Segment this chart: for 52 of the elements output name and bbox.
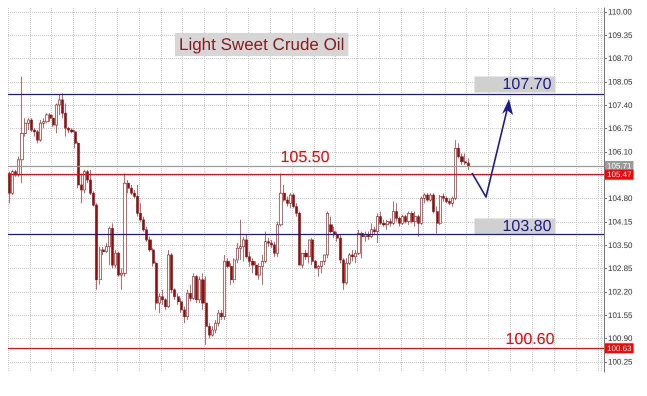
y-tick-label: 107.40 xyxy=(608,100,634,110)
y-tick-label: 102.85 xyxy=(608,264,634,274)
candlestick xyxy=(8,171,11,204)
candlestick xyxy=(351,250,354,262)
candlestick xyxy=(111,223,114,269)
candlestick xyxy=(311,238,314,266)
candlestick xyxy=(376,213,379,244)
ref-line-label: 105.71 xyxy=(607,161,632,170)
candlestick xyxy=(108,226,111,266)
ref-line-label: 105.47 xyxy=(607,170,632,180)
candlestick xyxy=(205,276,208,346)
candlestick xyxy=(426,192,429,202)
y-tick-label: 104.15 xyxy=(608,217,634,226)
candlestick xyxy=(361,231,364,259)
candlestick xyxy=(195,274,198,304)
candlestick xyxy=(186,289,189,320)
candlestick xyxy=(20,76,24,184)
candlestick xyxy=(30,118,33,132)
candlestick xyxy=(223,254,226,320)
candlestick xyxy=(39,120,42,142)
text: Light Sweet Crude Oil xyxy=(179,35,344,54)
candlestick xyxy=(386,219,389,230)
annotation: 103.80 xyxy=(502,218,552,236)
candlestick xyxy=(411,211,414,224)
y-tick-label: 108.70 xyxy=(608,54,634,64)
y-tick-label: 110.00 xyxy=(608,7,632,16)
candlestick xyxy=(289,192,292,209)
candlestick xyxy=(239,219,242,260)
annotation: 105.50 xyxy=(280,148,330,166)
candlestick xyxy=(192,272,195,300)
candlestick xyxy=(308,240,311,264)
y-tick-label: 103.50 xyxy=(608,240,634,250)
candlestick xyxy=(445,196,448,204)
y-tick-label: 109.35 xyxy=(608,30,634,40)
y-tick-label: 108.05 xyxy=(608,77,634,86)
ref-line-label: 100.63 xyxy=(607,344,632,353)
annotation: 107.70 xyxy=(502,76,552,94)
y-tick-label: 100.25 xyxy=(608,357,634,366)
candlestick xyxy=(255,261,258,276)
annotation: 100.60 xyxy=(506,330,555,348)
candlestick xyxy=(392,201,395,226)
y-tick-label: 106.75 xyxy=(608,124,634,134)
candlestick xyxy=(404,214,407,224)
candlestick xyxy=(167,250,170,308)
y-tick-label: 101.55 xyxy=(608,310,634,320)
y-tick-label: 102.20 xyxy=(608,287,634,296)
candlestick xyxy=(401,214,404,226)
y-tick-label: 100.90 xyxy=(608,334,634,344)
candlestick xyxy=(448,198,451,206)
y-tick-label: 106.10 xyxy=(608,147,634,156)
candlestick xyxy=(407,211,411,226)
y-tick-label: 104.80 xyxy=(608,194,634,204)
